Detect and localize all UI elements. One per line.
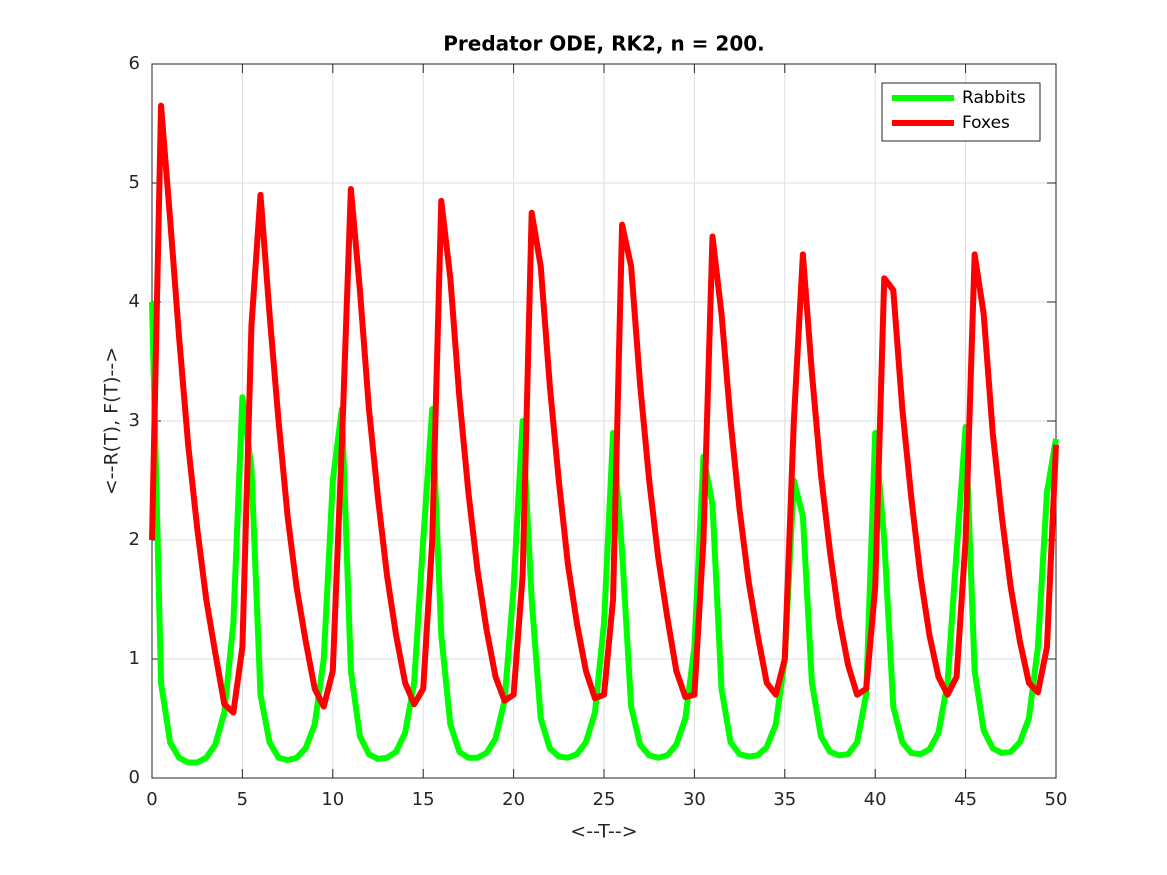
x-axis-label: <--T-->: [570, 821, 637, 843]
y-axis-label: <--R(T), F(T)-->: [101, 347, 123, 495]
x-tick-label: 0: [146, 789, 157, 810]
legend-label: Foxes: [962, 113, 1010, 133]
chart-title: Predator ODE, RK2, n = 200.: [443, 32, 765, 56]
x-tick-label: 15: [412, 789, 435, 810]
legend-label: Rabbits: [962, 88, 1026, 108]
y-tick-label: 0: [129, 767, 140, 788]
y-tick-label: 2: [129, 529, 140, 550]
series-line: [149, 301, 1059, 766]
x-tick-label: 20: [502, 789, 525, 810]
x-tick-label: 45: [954, 789, 977, 810]
x-tick-label: 25: [593, 789, 616, 810]
x-tick-label: 50: [1045, 789, 1068, 810]
x-tick-label: 5: [237, 789, 248, 810]
x-tick-label: 30: [683, 789, 706, 810]
x-tick-label: 10: [321, 789, 344, 810]
y-tick-label: 6: [129, 53, 140, 74]
series-line: [149, 102, 1059, 716]
x-tick-label: 40: [864, 789, 887, 810]
x-tick-label: 35: [773, 789, 796, 810]
y-tick-label: 4: [129, 291, 140, 312]
y-tick-label: 5: [129, 172, 140, 193]
y-tick-label: 3: [129, 410, 140, 431]
y-tick-label: 1: [129, 648, 140, 669]
legend-box: [881, 82, 1041, 142]
